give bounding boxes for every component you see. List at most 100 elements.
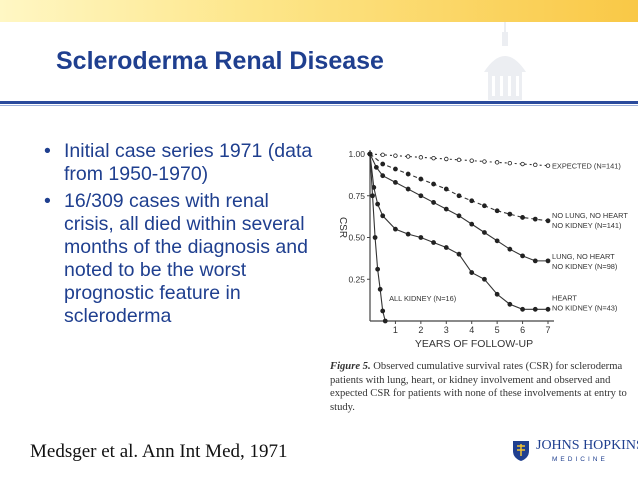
series-label: LUNG, NO HEART <box>552 252 615 261</box>
data-point <box>494 208 500 214</box>
data-point <box>418 176 424 182</box>
y-tick-label: 0.75 <box>348 191 365 201</box>
data-point <box>418 193 424 199</box>
data-point <box>443 245 449 250</box>
data-point <box>456 251 462 257</box>
bullet-list: • Initial case series 1971 (data from 19… <box>40 140 315 332</box>
slide-title: Scleroderma Renal Disease <box>56 47 384 75</box>
data-point <box>482 276 487 282</box>
title-divider-thin <box>0 105 638 106</box>
data-point <box>545 306 551 312</box>
data-point <box>405 154 411 159</box>
data-point <box>532 216 538 222</box>
x-tick-label: 6 <box>520 325 525 335</box>
data-point <box>469 270 475 275</box>
data-point <box>507 301 513 307</box>
survival-chart: 0.25 0.50 0.75 1.00 1 2 3 4 5 6 7 YEARS OF FOLLOW-U… <box>337 149 628 350</box>
data-point <box>418 235 424 240</box>
data-point <box>545 163 551 168</box>
data-point <box>377 286 383 292</box>
data-point <box>520 215 525 220</box>
data-point <box>520 253 525 259</box>
figure-caption-text: Observed cumulative survival rates (CSR)… <box>330 361 627 413</box>
series-label: NO LUNG, NO HEART <box>552 211 628 220</box>
series-line <box>369 153 548 310</box>
bullet-marker: • <box>44 190 51 212</box>
data-point <box>431 240 436 245</box>
data-point <box>520 306 525 312</box>
data-point <box>393 226 398 232</box>
data-point <box>393 153 398 158</box>
x-tick-label: 1 <box>393 325 398 335</box>
data-point <box>370 193 375 199</box>
data-point <box>375 266 381 272</box>
data-point <box>431 155 436 161</box>
data-point <box>482 159 487 164</box>
figure-caption-label: Figure 5. <box>330 361 371 372</box>
data-point <box>469 158 474 163</box>
x-tick-label: 2 <box>418 325 423 335</box>
logo-name: JOHNS HOPKINS <box>536 438 638 453</box>
y-tick-label: 0.50 <box>348 233 365 243</box>
y-axis-label: CSR <box>337 217 348 238</box>
data-point <box>372 235 378 240</box>
data-point <box>456 213 462 219</box>
data-point <box>375 201 381 207</box>
data-point <box>545 258 551 264</box>
data-point <box>532 306 538 312</box>
data-point <box>431 200 436 205</box>
x-tick-label: 7 <box>545 325 550 335</box>
data-point <box>444 156 449 162</box>
data-point <box>494 238 500 244</box>
y-tick-label: 0.25 <box>348 274 365 284</box>
data-point <box>520 161 525 167</box>
series-label: ALL KIDNEY (N=16) <box>389 294 456 303</box>
data-point <box>482 203 487 209</box>
logo-subtitle: MEDICINE <box>552 456 608 463</box>
data-point <box>443 206 449 212</box>
citation: Medsger et al. Ann Int Med, 1971 <box>30 441 288 462</box>
title-divider <box>0 101 638 104</box>
series-label: NO KIDNEY (N=141) <box>552 221 621 230</box>
series-label: HEART <box>552 293 577 302</box>
data-point <box>469 221 475 227</box>
data-point <box>380 308 386 314</box>
survival-figure: 0.25 0.50 0.75 1.00 1 2 3 4 5 6 7 YEARS OF FOLLOW-U… <box>322 133 638 433</box>
x-tick-label: 4 <box>469 325 474 335</box>
top-gradient-band <box>0 0 638 22</box>
bullet-item: • 16/309 cases with renal crisis, all di… <box>40 190 315 328</box>
data-point <box>405 231 411 237</box>
data-point <box>507 211 513 217</box>
data-point <box>418 155 424 160</box>
data-point <box>380 161 386 167</box>
series-label: NO KIDNEY (N=43) <box>552 303 617 312</box>
figure-caption: Figure 5. Observed cumulative survival r… <box>330 360 635 414</box>
series-line <box>369 153 386 322</box>
data-point <box>405 186 411 192</box>
y-tick-label: 1.00 <box>348 149 365 159</box>
shield-icon <box>513 441 529 461</box>
data-point <box>382 318 388 324</box>
x-axis-label: YEARS OF FOLLOW-UP <box>415 338 533 350</box>
dome-watermark-icon <box>484 22 526 100</box>
data-point <box>482 230 487 235</box>
data-point <box>443 186 449 192</box>
data-point <box>507 246 513 252</box>
data-point <box>469 198 475 204</box>
bullet-item: • Initial case series 1971 (data from 19… <box>40 140 315 186</box>
series-label: NO KIDNEY (N=98) <box>552 262 617 271</box>
data-point <box>456 157 462 163</box>
data-point <box>380 152 385 158</box>
bullet-marker: • <box>44 140 51 162</box>
data-point <box>532 258 538 264</box>
data-point <box>507 160 513 166</box>
data-point <box>431 181 436 187</box>
data-point <box>380 213 386 219</box>
data-point <box>533 162 538 168</box>
data-point <box>494 291 500 297</box>
data-point <box>405 171 411 177</box>
x-tick-label: 5 <box>495 325 500 335</box>
data-point <box>393 179 398 185</box>
bullet-text: Initial case series 1971 (data from 1950… <box>64 140 313 185</box>
johns-hopkins-logo: JOHNS HOPKINS MEDICINE <box>512 438 638 468</box>
